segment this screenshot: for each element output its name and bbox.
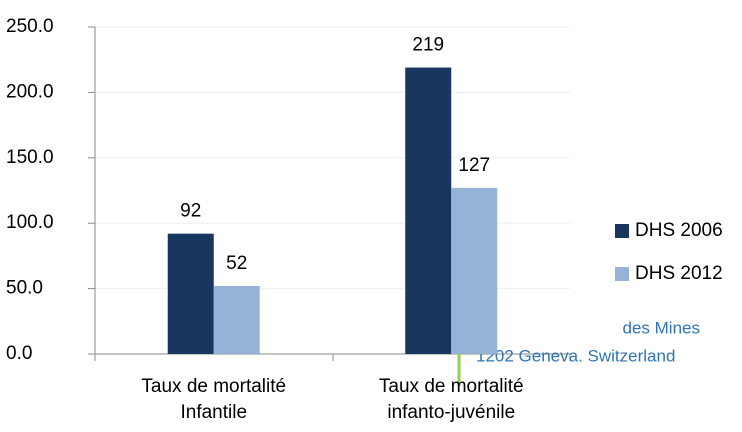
data-label: 92	[180, 201, 201, 222]
legend-swatch	[615, 224, 629, 238]
y-tick-label: 0.0	[6, 343, 32, 364]
bar	[451, 187, 498, 354]
y-tick-label: 50.0	[6, 278, 43, 299]
data-label: 52	[226, 253, 247, 274]
x-tick-label: Taux de mortalité infanto-juvénile	[378, 376, 524, 423]
y-tick-label: 150.0	[6, 147, 54, 168]
y-tick-label: 200.0	[6, 81, 54, 102]
data-label: 127	[458, 155, 490, 176]
legend-label: DHS 2012	[635, 263, 723, 284]
bar	[167, 233, 214, 354]
legend-label: DHS 2006	[635, 220, 723, 241]
y-tick-label: 100.0	[6, 212, 54, 233]
y-tick-label: 250.0	[6, 16, 54, 37]
data-label: 219	[412, 35, 444, 56]
x-tick-label: Taux de mortalité Infantile	[141, 376, 287, 423]
annotation: des Mines	[623, 318, 700, 337]
bar	[405, 67, 452, 354]
annotation: 1202 Geneva. Switzerland	[476, 346, 675, 365]
legend-swatch	[615, 267, 629, 281]
bar	[213, 285, 260, 354]
